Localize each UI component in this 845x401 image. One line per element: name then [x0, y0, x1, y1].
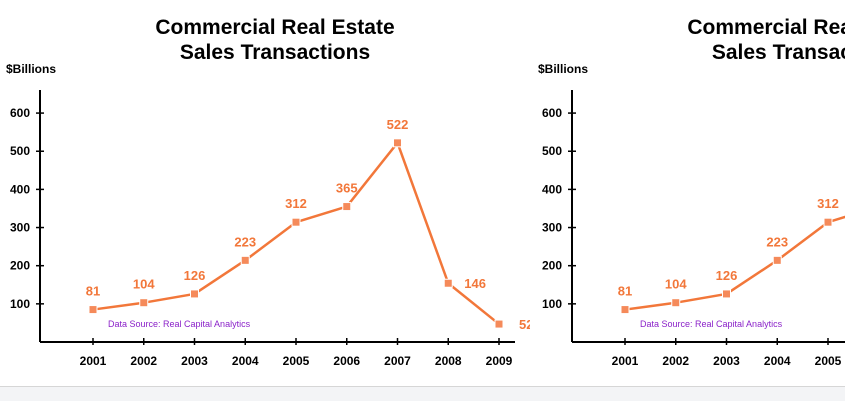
x-tick-label: 2002 — [662, 354, 689, 368]
data-point — [722, 289, 731, 299]
data-label: 104 — [133, 277, 155, 292]
data-point — [494, 319, 504, 329]
x-tick-label: 2005 — [815, 354, 842, 368]
data-point — [671, 298, 681, 308]
x-tick-label: 2006 — [333, 354, 360, 368]
data-label: 312 — [817, 196, 839, 211]
data-point — [823, 217, 833, 227]
x-tick-label: 2004 — [764, 354, 791, 368]
data-label: 365 — [336, 181, 358, 196]
y-tick-label: 300 — [10, 221, 30, 235]
chart-panel-1: Commercial Real Estate Sales Transactions… — [6, 16, 530, 368]
y-axis-label: $Billions — [6, 62, 56, 76]
chart-title-line-2: Sales Transactions — [712, 41, 845, 64]
data-point — [139, 298, 149, 308]
x-tick-label: 2001 — [80, 354, 107, 368]
data-point — [240, 255, 250, 265]
x-tick-label: 2004 — [232, 354, 259, 368]
series-line — [92, 141, 500, 326]
y-tick-label: 400 — [10, 182, 30, 196]
series-line — [624, 215, 845, 311]
x-tick-label: 2003 — [181, 354, 208, 368]
y-tick-label: 100 — [542, 297, 562, 311]
data-point — [772, 255, 782, 265]
data-point — [342, 202, 352, 212]
data-source-note: Data Source: Real Capital Analytics — [108, 319, 251, 329]
y-tick-label: 200 — [10, 259, 30, 273]
y-tick-label: 100 — [10, 297, 30, 311]
y-tick-label: 600 — [10, 106, 30, 120]
y-tick-label: 400 — [542, 182, 562, 196]
data-point — [393, 138, 402, 148]
x-tick-label: 2001 — [612, 354, 639, 368]
data-label: 146 — [464, 276, 486, 291]
data-label: 522 — [387, 117, 409, 132]
y-axis-label: $Billions — [538, 62, 588, 76]
chart-title-line-2: Sales Transactions — [180, 41, 370, 64]
y-tick-label: 500 — [542, 144, 562, 158]
x-tick-label: 2003 — [713, 354, 740, 368]
data-label: 223 — [234, 234, 256, 249]
data-point — [88, 305, 98, 315]
data-label: 312 — [285, 196, 307, 211]
chart-title-line-1: Commercial Real Estate — [687, 16, 845, 39]
data-point — [291, 217, 301, 227]
data-label: 52 — [519, 317, 530, 332]
data-label: 223 — [766, 234, 788, 249]
y-tick-label: 600 — [542, 106, 562, 120]
data-label: 126 — [184, 268, 206, 283]
data-label: 81 — [86, 284, 100, 299]
x-tick-label: 2008 — [435, 354, 462, 368]
x-tick-label: 2002 — [130, 354, 157, 368]
y-tick-label: 200 — [542, 259, 562, 273]
data-point — [443, 278, 453, 288]
x-tick-label: 2007 — [384, 354, 411, 368]
data-label: 126 — [716, 268, 738, 283]
y-tick-label: 300 — [542, 221, 562, 235]
data-label: 81 — [618, 284, 632, 299]
data-source-note: Data Source: Real Capital Analytics — [640, 319, 783, 329]
x-tick-label: 2009 — [486, 354, 513, 368]
page-footer-band — [0, 386, 845, 401]
data-point — [620, 305, 630, 315]
chart-title-line-1: Commercial Real Estate — [155, 16, 394, 39]
data-point — [190, 289, 199, 299]
x-tick-label: 2005 — [283, 354, 310, 368]
y-tick-label: 500 — [10, 144, 30, 158]
data-label: 104 — [665, 277, 687, 292]
